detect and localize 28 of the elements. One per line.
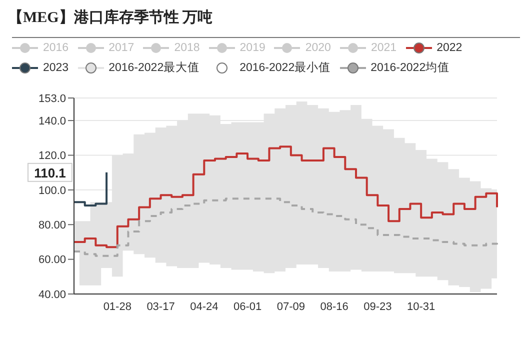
legend-label: 2023 [42,60,69,75]
x-tick-label: 01-28 [103,300,132,313]
y-tick-label: 140.0 [38,115,66,128]
legend-label: 2016 [42,42,69,54]
legend-label: 2021 [370,42,397,54]
legend-label: 2016-2022最小值 [238,60,331,75]
legend-label: 2020 [304,42,331,54]
y-tick-label: 153.0 [38,92,66,105]
legend-label: 2016-2022均值 [370,60,450,75]
chart-title: 【MEG】港口库存季节性 万吨 [8,8,213,27]
legend-label: 2018 [173,42,200,54]
legend-label: 2016-2022最大值 [108,60,200,75]
y-tick-label: 100.0 [38,184,66,197]
x-tick-label: 09-23 [364,300,392,313]
x-tick-label: 07-09 [276,300,305,313]
y-tick-label: 80.00 [38,220,66,232]
y-tick-label: 120.0 [38,150,66,162]
legend-label: 2019 [238,42,266,54]
x-tick-label: 10-31 [407,300,436,313]
y-tick-label: 60.00 [38,254,66,266]
x-tick-label: 04-24 [190,300,218,313]
x-tick-label: 08-16 [320,300,348,313]
legend-label: 2017 [108,42,134,54]
x-tick-label: 03-17 [146,300,175,313]
y-tick-label: 40.00 [38,288,66,301]
x-tick-label: 06-01 [233,300,262,313]
annotation: 110.1 [34,165,66,180]
legend-label: 2022 [436,42,462,54]
